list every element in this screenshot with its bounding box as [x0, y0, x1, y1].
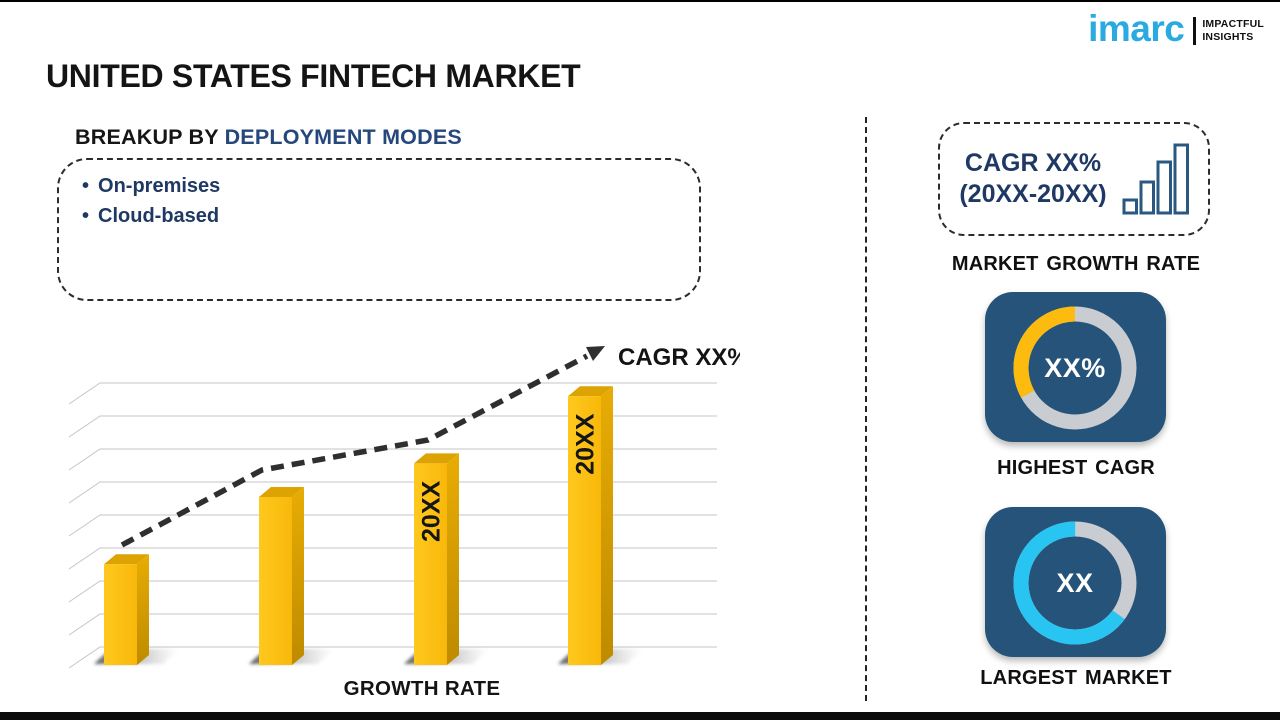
- bar-top: [259, 487, 304, 497]
- largest-market-card: XX: [985, 507, 1166, 657]
- bar-top: [104, 554, 149, 565]
- top-border: [0, 0, 1280, 2]
- logo-divider: [1193, 16, 1197, 45]
- cagr-annotation: CAGR XX%: [618, 344, 740, 371]
- logo-tagline-line1: IMPACTFUL: [1202, 18, 1264, 31]
- breakup-item-on-premises: On-premises: [82, 171, 699, 201]
- breakup-list: On-premises Cloud-based: [59, 171, 699, 232]
- bottom-border: [0, 712, 1280, 720]
- bar-side: [292, 487, 304, 665]
- logo-brand: imarc: [1088, 8, 1185, 49]
- bars-group: 20XX 20XX: [94, 386, 643, 665]
- breakup-item-cloud-based: Cloud-based: [82, 201, 699, 231]
- bar-top: [568, 386, 613, 397]
- market-growth-label: MARKET GROWTH RATE: [951, 253, 1201, 275]
- bar-side: [601, 386, 613, 665]
- breakup-heading-prefix: BREAKUP BY: [75, 125, 219, 149]
- logo-tagline: IMPACTFUL INSIGHTS: [1202, 18, 1264, 43]
- page-title: UNITED STATES FINTECH MARKET: [46, 58, 581, 94]
- breakup-heading: BREAKUP BY DEPLOYMENT MODES: [75, 125, 462, 150]
- cagr-period: (20XX-20XX): [959, 180, 1107, 208]
- chart-gridlines: [68, 382, 717, 669]
- chart-title: GROWTH RATE: [343, 677, 501, 700]
- bar-front: [104, 564, 137, 665]
- bar-front: [568, 396, 601, 665]
- largest-market-label: LARGEST MARKET: [980, 667, 1172, 689]
- highest-cagr-label: HIGHEST CAGR: [997, 457, 1155, 479]
- bar-side: [137, 554, 149, 665]
- highest-cagr-card: XX%: [985, 292, 1166, 442]
- growth-rate-chart: 20XX 20XX CAGR XX%: [68, 344, 740, 669]
- donut-chart-highest-cagr: XX%: [1013, 306, 1137, 430]
- breakup-heading-highlight: DEPLOYMENT MODES: [224, 125, 462, 149]
- market-growth-card: CAGR XX% (20XX-20XX): [938, 122, 1210, 236]
- bar-label: 20XX: [572, 413, 600, 474]
- cagr-value: CAGR XX%: [964, 148, 1102, 177]
- trend-line: [120, 346, 605, 548]
- bar-chart-icon: [1122, 143, 1189, 215]
- bar-front: [259, 497, 292, 665]
- bar-side: [447, 453, 459, 665]
- trend-arrow-icon: [586, 346, 605, 361]
- imarc-logo: imarc IMPACTFUL INSIGHTS: [1088, 8, 1264, 49]
- breakup-box: On-premises Cloud-based: [57, 158, 701, 301]
- bar-top: [414, 453, 459, 464]
- section-divider: [865, 117, 867, 701]
- bar-front: [414, 463, 447, 665]
- highest-cagr-value: XX%: [1044, 353, 1106, 383]
- largest-market-value: XX: [1056, 568, 1093, 598]
- logo-tagline-line2: INSIGHTS: [1202, 30, 1254, 43]
- bar-label: 20XX: [418, 481, 446, 542]
- donut-chart-largest-market: XX: [1013, 521, 1137, 645]
- cagr-text: CAGR XX% (20XX-20XX): [959, 148, 1106, 211]
